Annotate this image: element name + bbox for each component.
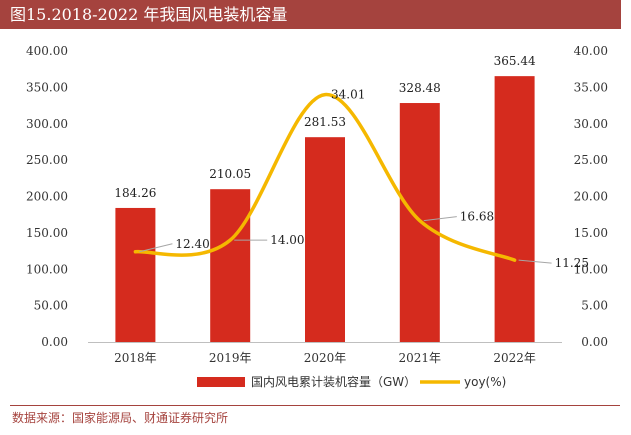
bar-value-label: 328.48 (399, 81, 441, 95)
chart-area: 0.00 50.00 100.00 150.00 200.00 250.00 300.00 3… (0, 29, 631, 405)
right-tick-label: 25.00 (574, 153, 608, 167)
source-note: 数据来源：国家能源局、财通证券研究所 (12, 411, 229, 425)
line-value-label: 12.40 (175, 237, 209, 251)
line-value-label: 34.01 (331, 88, 365, 102)
line-series: 12.40 14.00 34.01 16.68 11.25 (133, 88, 589, 270)
right-tick-label: 15.00 (574, 226, 608, 240)
right-tick-label: 40.00 (574, 44, 608, 58)
left-tick-label: 150.00 (26, 226, 68, 240)
legend-bar-label: 国内风电累计装机容量（GW） (251, 374, 416, 389)
right-tick-label: 30.00 (574, 117, 608, 131)
yoy-line (133, 92, 517, 262)
left-tick-label: 200.00 (26, 190, 68, 204)
legend-line-label: yoy(%) (464, 375, 506, 389)
legend: 国内风电累计装机容量（GW） yoy(%) (197, 374, 506, 389)
right-tick-label: 0.00 (581, 335, 608, 349)
left-tick-label: 300.00 (26, 117, 68, 131)
left-tick-label: 50.00 (34, 299, 68, 313)
bar (210, 189, 251, 342)
left-y-axis: 0.00 50.00 100.00 150.00 200.00 250.00 300.00 3… (26, 44, 68, 349)
legend-bar-swatch (197, 377, 245, 387)
bar-value-label: 210.05 (209, 167, 251, 181)
left-tick-label: 350.00 (26, 80, 68, 94)
x-axis: 2018年 2019年 2020年 2021年 2022年 (88, 342, 562, 365)
left-tick-label: 250.00 (26, 153, 68, 167)
bar-series: 184.26 210.05 281.53 328.48 365.44 (114, 54, 536, 343)
footer-divider (10, 405, 620, 406)
right-tick-label: 5.00 (581, 299, 608, 313)
bar-value-label: 365.44 (494, 54, 536, 68)
bar (115, 207, 156, 342)
bar (494, 76, 535, 342)
label-leader-line (518, 259, 552, 264)
label-leader-line (139, 243, 173, 253)
line-value-label: 16.68 (460, 210, 494, 224)
combo-chart: 0.00 50.00 100.00 150.00 200.00 250.00 300.00 3… (26, 44, 608, 389)
right-tick-label: 35.00 (574, 80, 608, 94)
x-tick-label: 2018年 (114, 351, 157, 365)
x-tick-label: 2021年 (399, 351, 442, 365)
bar-value-label: 281.53 (304, 115, 346, 129)
line-value-label: 11.25 (555, 256, 589, 270)
right-y-axis: 0.00 5.00 10.00 15.00 20.00 25.00 30.00 35.00 40… (574, 44, 608, 349)
x-tick-label: 2020年 (304, 351, 347, 365)
x-tick-label: 2019年 (209, 351, 252, 365)
x-tick-label: 2022年 (493, 351, 536, 365)
label-leader-line (423, 216, 457, 222)
line-value-label: 14.00 (270, 233, 304, 247)
left-tick-label: 0.00 (41, 335, 68, 349)
right-tick-label: 10.00 (574, 262, 608, 276)
left-tick-label: 400.00 (26, 44, 68, 58)
chart-title: 图15.2018-2022 年我国风电装机容量 (0, 0, 621, 29)
bar (305, 137, 345, 342)
right-tick-label: 20.00 (574, 190, 608, 204)
left-tick-label: 100.00 (26, 262, 68, 276)
bar-value-label: 184.26 (114, 186, 156, 200)
